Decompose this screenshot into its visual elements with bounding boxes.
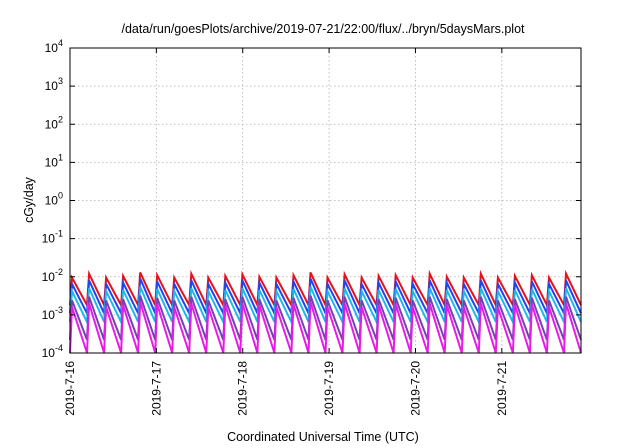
y-tick-label: 104: [45, 38, 63, 55]
y-tick-label: 10-3: [42, 305, 63, 322]
y-tick-label: 100: [45, 191, 63, 208]
chart-title: /data/run/goesPlots/archive/2019-07-21/2…: [121, 22, 525, 36]
x-tick-label: 2019-7-16: [63, 361, 77, 416]
series-group: [69, 269, 582, 354]
x-tick-label: 2019-7-20: [408, 361, 422, 416]
x-tick-label: 2019-7-21: [495, 361, 509, 416]
x-axis-label: Coordinated Universal Time (UTC): [227, 430, 419, 444]
x-tick-label: 2019-7-18: [236, 361, 250, 416]
y-tick-label: 10-2: [42, 267, 63, 284]
y-tick-label: 10-1: [42, 229, 63, 246]
y-tick-label: 10-4: [42, 343, 63, 360]
y-tick-label: 102: [45, 114, 63, 131]
x-tick-label: 2019-7-19: [322, 361, 336, 416]
y-tick-label: 101: [45, 152, 63, 169]
y-axis-label: cGy/day: [22, 176, 36, 223]
y-tick-label: 103: [45, 76, 63, 93]
x-tick-label: 2019-7-17: [149, 361, 163, 416]
y-axis-ticks: 10-4 10-3 10-2 10-1 100 101 102 103 104: [42, 38, 581, 360]
x-axis-ticks: 2019-7-16 2019-7-17 2019-7-18 2019-7-19 2019…: [63, 48, 509, 416]
